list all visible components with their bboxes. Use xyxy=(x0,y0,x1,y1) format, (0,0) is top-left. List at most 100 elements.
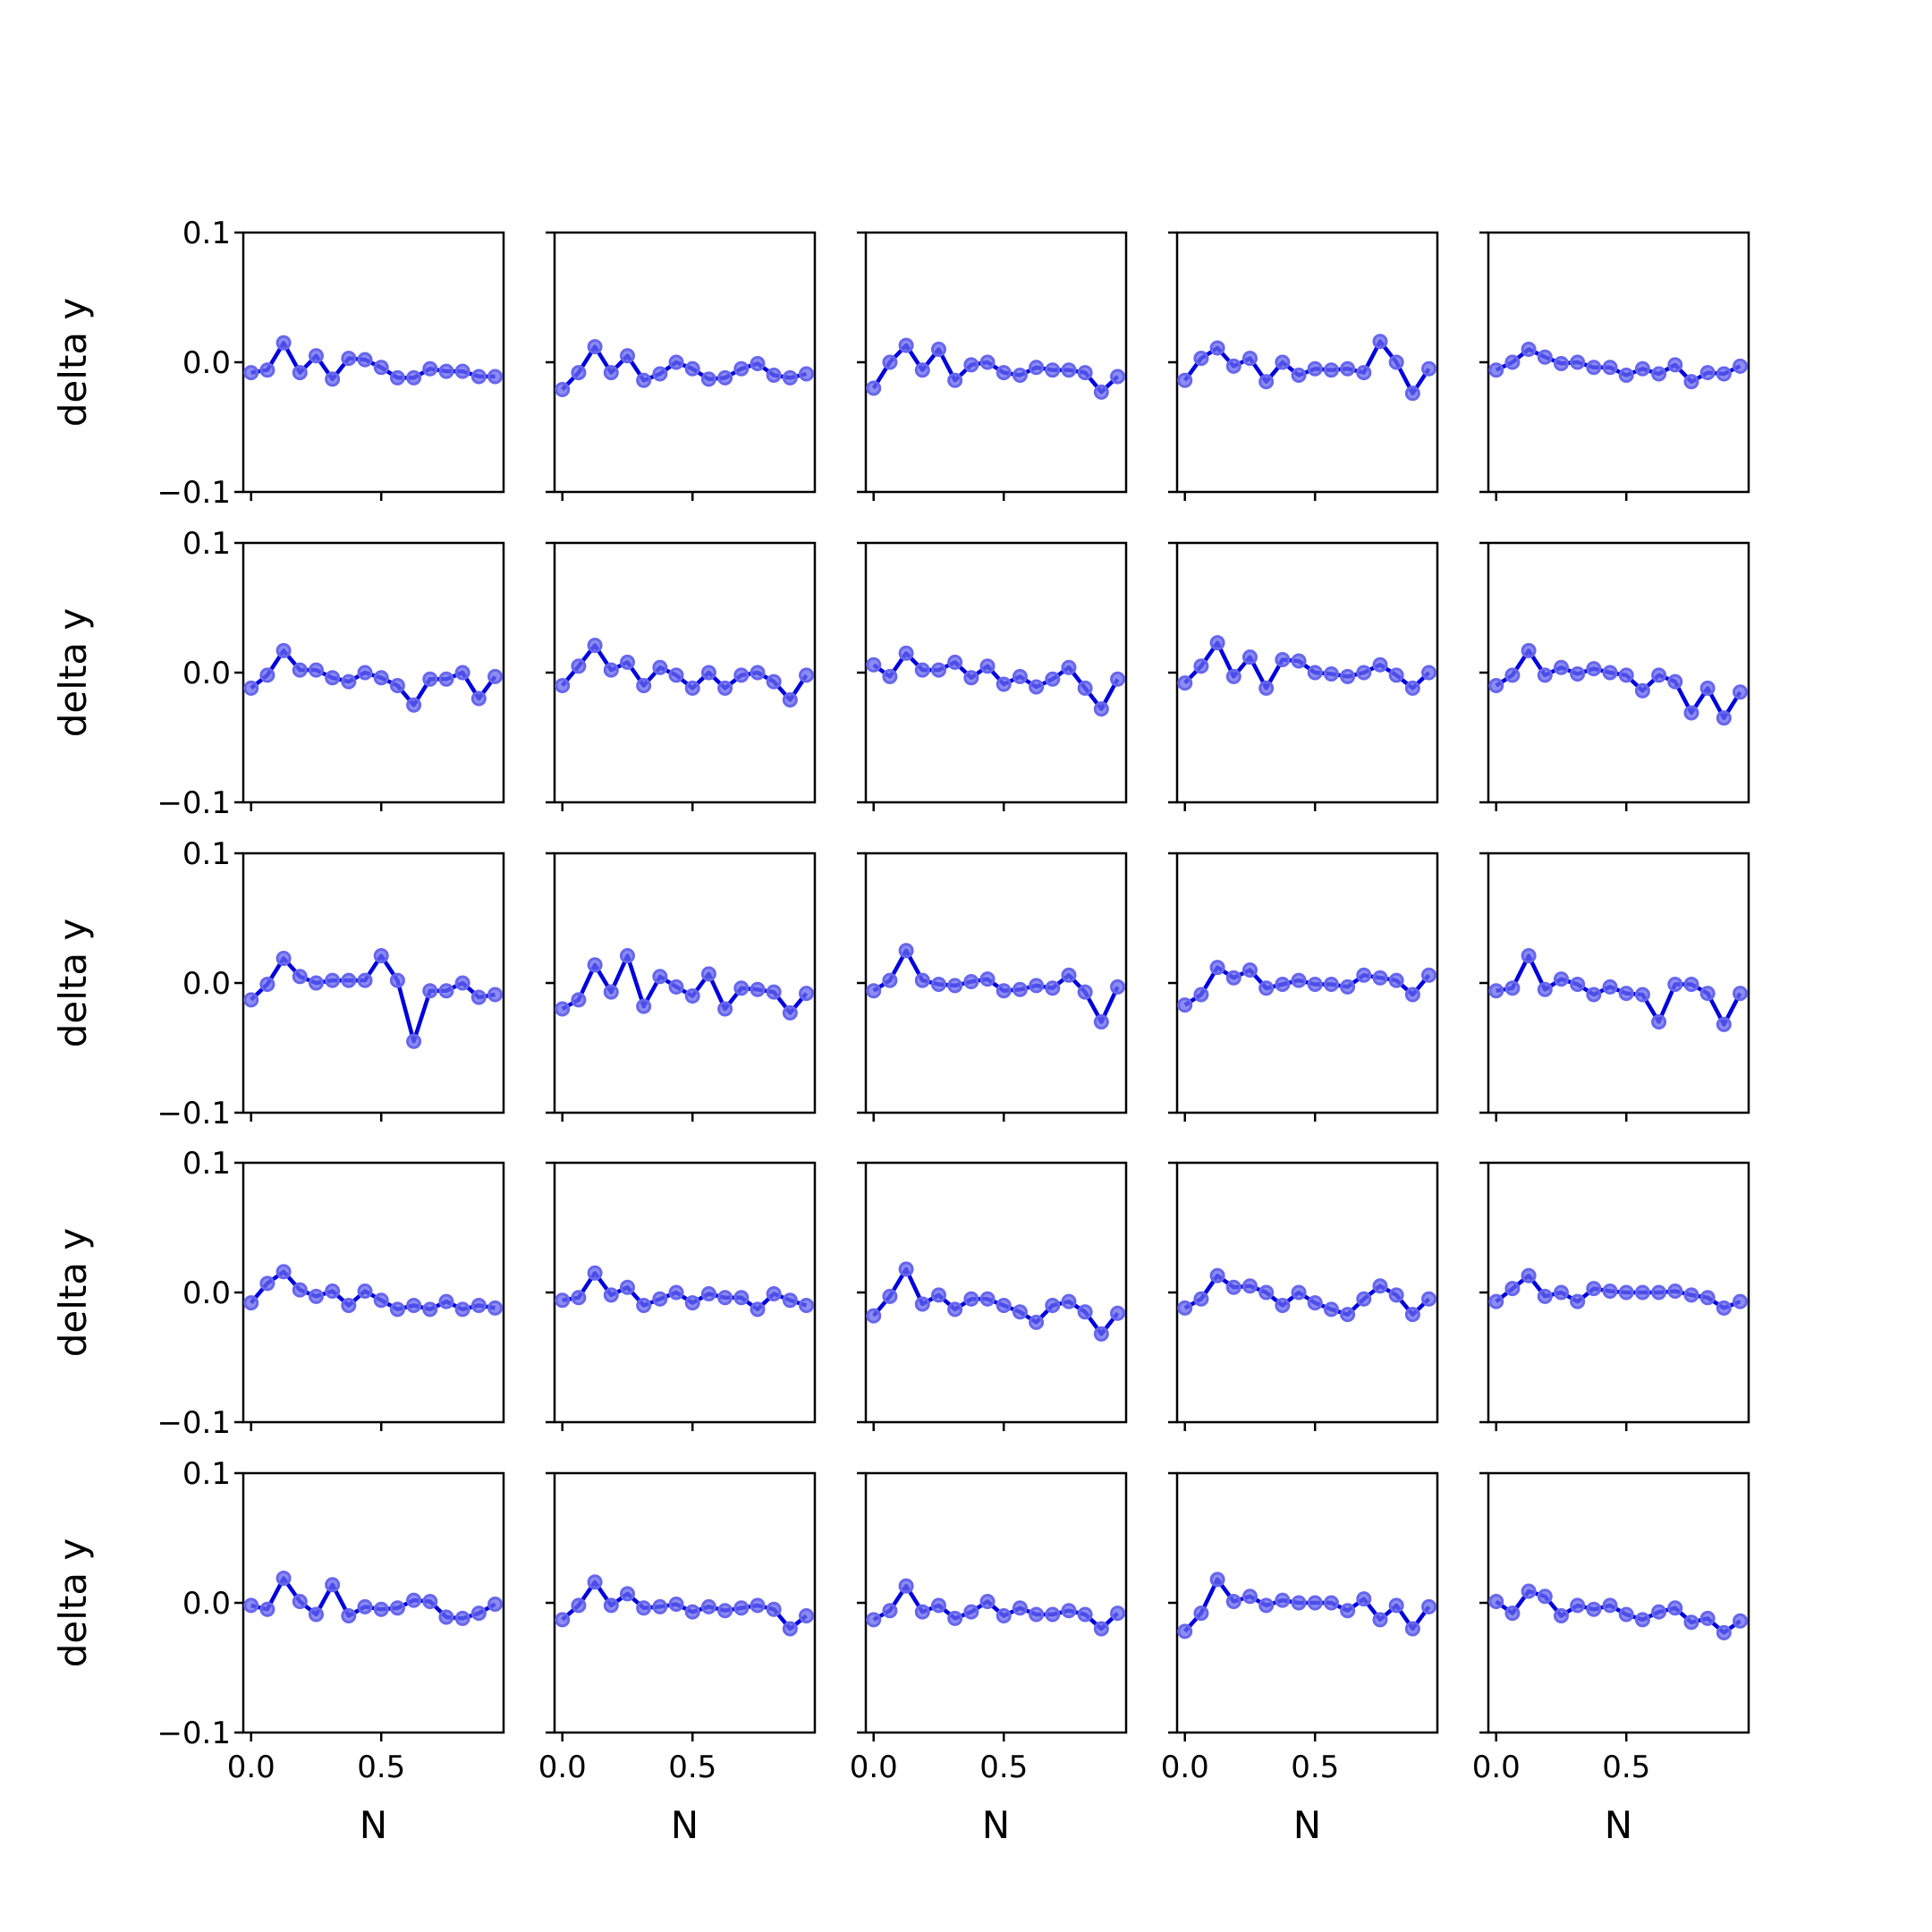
data-point xyxy=(487,369,504,385)
series-line xyxy=(871,343,1120,394)
data-point xyxy=(1651,667,1667,683)
data-point xyxy=(571,992,587,1008)
data-point xyxy=(1618,986,1634,1002)
data-point xyxy=(717,680,733,696)
data-point xyxy=(996,676,1012,692)
data-point xyxy=(766,1601,782,1617)
data-point xyxy=(717,1290,733,1306)
data-point xyxy=(1634,1284,1650,1301)
data-point xyxy=(1307,976,1323,992)
x-tick-label: 0.0 xyxy=(850,1750,898,1785)
data-point xyxy=(684,988,700,1004)
data-point xyxy=(1241,649,1258,665)
data-point xyxy=(1602,665,1618,681)
data-point xyxy=(750,1301,766,1318)
series-line xyxy=(1495,648,1742,721)
data-point xyxy=(243,1295,259,1311)
subplot-r1-c0: −0.1 0.0 0.1 delta y xyxy=(51,526,505,821)
data-point xyxy=(866,1308,882,1324)
data-point xyxy=(1553,659,1569,675)
data-point xyxy=(766,984,782,1000)
data-point xyxy=(555,1001,571,1017)
data-point xyxy=(1586,1281,1602,1297)
data-point xyxy=(470,1298,487,1313)
data-point xyxy=(555,1292,571,1309)
data-point xyxy=(1634,682,1650,699)
x-tick-label: 0.5 xyxy=(357,1750,405,1785)
data-point xyxy=(1177,1300,1193,1316)
data-point xyxy=(930,1597,946,1614)
subplot-r2-c0: −0.1 0.0 0.1 delta y xyxy=(51,836,505,1131)
subplot-r1-c2 xyxy=(857,541,1128,811)
data-point xyxy=(292,662,308,678)
data-point xyxy=(1667,1600,1683,1616)
x-tick-label: 0.0 xyxy=(1472,1750,1521,1785)
series-line xyxy=(871,1267,1120,1336)
subplot-r1-c3 xyxy=(1168,541,1439,811)
data-point xyxy=(1716,366,1732,382)
data-point xyxy=(1225,1279,1241,1295)
subplot-r2-c2 xyxy=(857,852,1128,1122)
data-point xyxy=(652,366,668,382)
data-point xyxy=(1209,340,1225,356)
data-point xyxy=(652,659,668,675)
data-point xyxy=(1404,1307,1420,1323)
data-point xyxy=(1733,1613,1749,1629)
data-point xyxy=(275,1570,292,1586)
data-point xyxy=(341,1298,357,1313)
data-point xyxy=(1388,354,1404,370)
data-point xyxy=(1110,979,1126,995)
data-point xyxy=(1504,980,1521,996)
data-point xyxy=(1077,365,1093,381)
data-point xyxy=(243,680,259,696)
data-point xyxy=(1291,1595,1307,1611)
data-point xyxy=(1570,665,1586,682)
series-line xyxy=(872,948,1120,1024)
data-point xyxy=(1275,1592,1291,1608)
data-point xyxy=(292,365,308,381)
subplot-frame xyxy=(553,541,817,804)
y-tick-label: −0.1 xyxy=(157,785,231,821)
data-point xyxy=(799,986,815,1002)
data-point xyxy=(357,665,373,681)
data-point xyxy=(1699,680,1716,696)
x-axis-label: N xyxy=(982,1803,1010,1847)
data-point xyxy=(898,337,914,353)
data-point xyxy=(1340,1307,1356,1323)
data-point xyxy=(292,969,308,985)
data-point xyxy=(1356,967,1372,983)
data-point xyxy=(882,1288,898,1304)
data-point xyxy=(1258,374,1275,390)
data-point xyxy=(636,1600,652,1616)
data-point xyxy=(1307,360,1323,377)
data-point xyxy=(389,1301,405,1318)
data-point xyxy=(717,1603,733,1619)
data-point xyxy=(1699,1610,1716,1626)
data-point xyxy=(766,368,782,383)
data-point xyxy=(1323,976,1339,992)
data-point xyxy=(1733,358,1749,374)
data-point xyxy=(470,989,487,1005)
data-point xyxy=(571,1290,587,1306)
data-point xyxy=(1177,997,1193,1013)
data-point xyxy=(1504,1606,1521,1622)
series-line xyxy=(561,344,808,392)
data-point xyxy=(700,371,716,387)
data-point xyxy=(587,339,603,355)
data-point xyxy=(1323,362,1339,378)
data-point xyxy=(1488,1293,1504,1309)
data-point xyxy=(571,658,587,674)
data-point xyxy=(979,1291,996,1307)
data-point xyxy=(454,363,470,379)
data-point xyxy=(733,667,750,683)
data-point xyxy=(373,948,389,964)
data-point xyxy=(1683,976,1699,992)
data-point xyxy=(1372,334,1388,350)
data-point xyxy=(717,1001,733,1017)
y-tick-label: 0.1 xyxy=(182,216,231,251)
data-point xyxy=(389,678,405,693)
subplot-r3-c1 xyxy=(546,1161,817,1431)
series-line xyxy=(250,341,496,382)
data-point xyxy=(325,371,341,387)
data-point xyxy=(684,360,700,377)
